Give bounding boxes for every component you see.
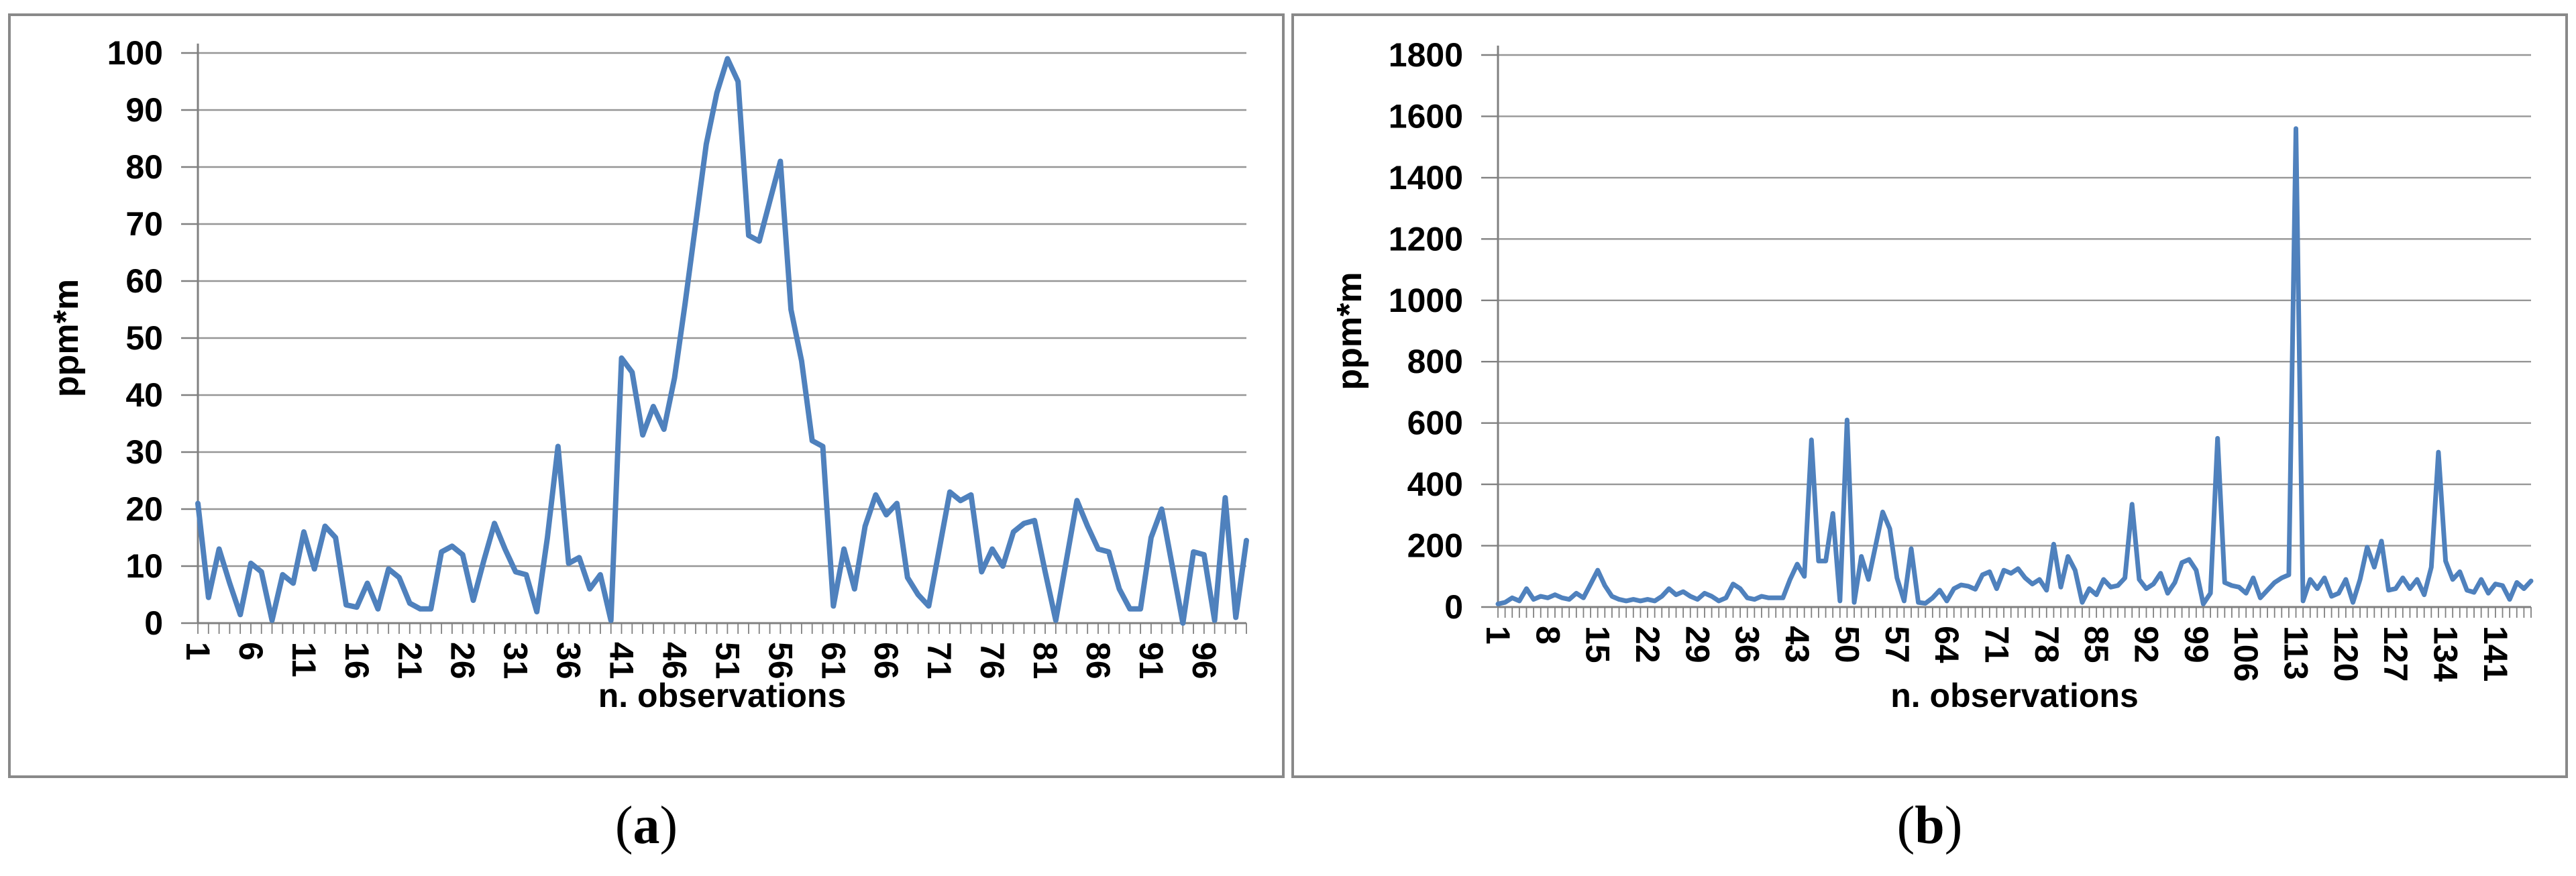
y-tick-label: 70: [125, 205, 163, 243]
chart-b: 0 200 400 600 800 1000 1200 1400 1600 1800 1 8 15 22 2…: [1330, 36, 2534, 714]
x-tick-label: 76: [973, 642, 1011, 679]
y-tick-label: 200: [1407, 527, 1463, 565]
x-tick-label: 1: [179, 642, 217, 661]
x-tick-label: 16: [338, 642, 376, 679]
caption-b: (b): [1896, 796, 1963, 855]
y-tick-label: 0: [1444, 588, 1463, 626]
x-tick-label: 61: [814, 642, 852, 679]
x-tick-label: 141: [2477, 626, 2514, 681]
x-tick-label: 96: [1185, 642, 1223, 679]
x-tick-label: 46: [655, 642, 693, 679]
y-tick-label: 400: [1407, 466, 1463, 503]
y-tick-label: 20: [125, 490, 163, 528]
y-tick-label: 100: [107, 34, 163, 72]
x-tick-label: 51: [708, 642, 746, 679]
y-tick-label: 600: [1407, 404, 1463, 442]
figure: 0 10 20 30 40 50 60 70 80 90 100 1 6 11 16 21 26 31 36 41 46…: [8, 13, 2568, 778]
y-tick-label: 1400: [1389, 159, 1463, 197]
x-tick-label: 66: [867, 642, 905, 679]
x-tick-label: 71: [920, 642, 958, 679]
x-tick-label: 26: [444, 642, 482, 679]
x-tick-label: 11: [285, 642, 323, 677]
x-tick-label: 29: [1678, 626, 1716, 663]
x-tick-label: 1: [1479, 626, 1517, 645]
x-tick-label: 57: [1878, 626, 1916, 663]
x-tick-label: 85: [2078, 626, 2115, 663]
y-tick-label: 800: [1407, 343, 1463, 380]
x-tick-label: 99: [2178, 626, 2215, 663]
y-tick-label: 0: [144, 604, 163, 642]
y-tick-label: 60: [125, 262, 163, 300]
x-tick-label: 50: [1828, 626, 1866, 663]
x-tick-label: 71: [1978, 626, 2015, 663]
x-tick-label: 92: [2127, 626, 2165, 663]
chart-panel-a: 0 10 20 30 40 50 60 70 80 90 100 1 6 11 16 21 26 31 36 41 46…: [8, 13, 1285, 778]
caption-a: (a): [614, 796, 678, 855]
y-tick-label: 80: [125, 148, 163, 186]
y-tick-label: 50: [125, 319, 163, 357]
x-tick-label: 31: [497, 642, 535, 679]
data-line: [1495, 126, 2534, 606]
chart-panel-b: 0 200 400 600 800 1000 1200 1400 1600 1800 1 8 15 22 2…: [1291, 13, 2568, 778]
y-tick-label: 10: [125, 547, 163, 585]
x-tick-label: 106: [2227, 626, 2265, 681]
x-tick-label: 120: [2327, 626, 2365, 681]
x-tick-label: 78: [2028, 626, 2065, 663]
x-tick-label: 134: [2427, 626, 2465, 682]
x-tick-label: 56: [761, 642, 799, 679]
y-tick-label: 90: [125, 91, 163, 129]
y-axis-title: ppm*m: [1330, 272, 1369, 390]
x-tick-label: 36: [1729, 626, 1766, 663]
data-line: [195, 56, 1249, 626]
x-tick-label: 86: [1079, 642, 1117, 679]
y-tick-label: 1200: [1389, 220, 1463, 258]
x-tick-label: 8: [1529, 626, 1566, 645]
x-tick-label: 43: [1778, 626, 1816, 663]
caption-row: (a) (b): [0, 782, 2576, 869]
x-axis-title: n. observations: [1890, 677, 2139, 714]
y-tick-label: 40: [125, 376, 163, 414]
x-tick-label: 64: [1928, 626, 1966, 663]
y-tick-label: 30: [125, 433, 163, 471]
x-tick-label: 15: [1579, 626, 1617, 663]
y-tick-label: 1800: [1389, 36, 1463, 74]
x-tick-label: 36: [550, 642, 588, 679]
x-tick-label: 22: [1629, 626, 1666, 663]
x-tick-label: 81: [1026, 642, 1064, 679]
x-tick-label: 113: [2277, 626, 2315, 680]
x-tick-label: 21: [391, 642, 429, 679]
x-tick-label: 6: [232, 642, 270, 661]
y-axis-title: ppm*m: [47, 279, 86, 397]
x-tick-label: 91: [1132, 642, 1170, 679]
y-tick-label: 1000: [1389, 282, 1463, 319]
x-tick-label: 127: [2377, 626, 2414, 681]
x-axis-title: n. observations: [598, 677, 847, 714]
y-tick-label: 1600: [1389, 97, 1463, 135]
x-tick-label: 41: [603, 642, 641, 679]
